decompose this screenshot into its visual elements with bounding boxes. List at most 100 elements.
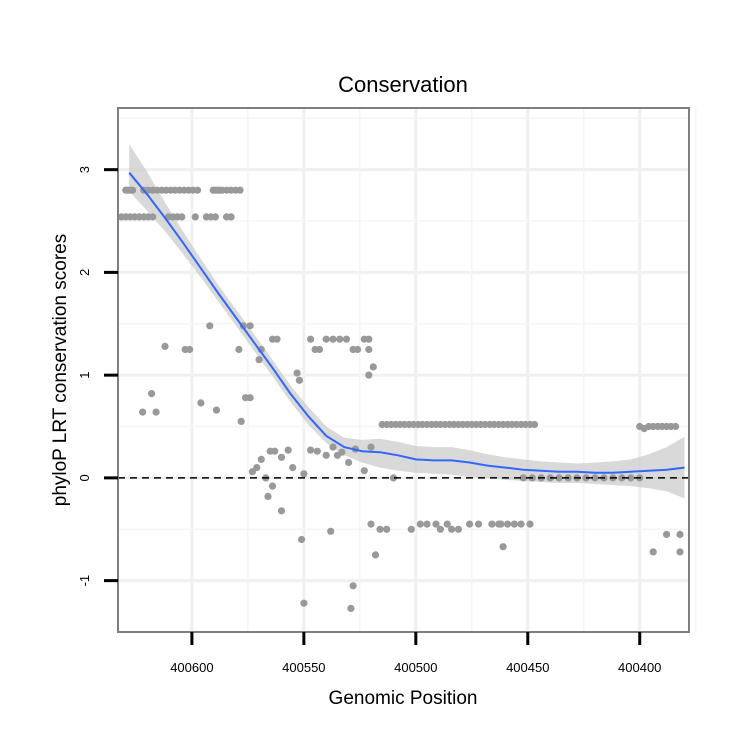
data-point-57 bbox=[212, 406, 221, 414]
data-point-97 bbox=[345, 458, 353, 467]
data-point-56 bbox=[197, 399, 205, 407]
data-point-65 bbox=[307, 335, 315, 343]
data-point-109 bbox=[376, 525, 384, 533]
data-point-25 bbox=[236, 186, 244, 194]
confidence-ribbon bbox=[129, 144, 685, 499]
data-point-87 bbox=[277, 453, 286, 461]
data-point-52 bbox=[255, 356, 263, 364]
data-point-85 bbox=[264, 492, 272, 500]
axes-layer: 400600 400550 400500 400450 400400 -1 0 1 2 3 bbox=[77, 166, 661, 675]
data-point-164 bbox=[389, 474, 397, 482]
y-axis-label: phyloP LRT conservation scores bbox=[50, 234, 71, 507]
data-point-107 bbox=[367, 520, 375, 528]
data-point-55 bbox=[152, 408, 160, 416]
data-point-114 bbox=[432, 520, 440, 528]
data-point-47 bbox=[161, 342, 169, 350]
data-point-60 bbox=[246, 394, 254, 402]
data-point-126 bbox=[510, 520, 518, 528]
data-point-118 bbox=[454, 525, 462, 533]
y-tick-label-1: 0 bbox=[77, 474, 92, 481]
x-tick-label-3: 400450 bbox=[506, 660, 549, 675]
x-tick-label-4: 400400 bbox=[618, 660, 661, 675]
data-point-69 bbox=[329, 335, 337, 343]
data-point-63 bbox=[293, 369, 301, 377]
data-point-191 bbox=[676, 548, 684, 556]
data-point-73 bbox=[354, 345, 362, 354]
data-point-54 bbox=[139, 408, 147, 416]
data-point-38 bbox=[191, 213, 199, 221]
data-point-110 bbox=[383, 525, 391, 533]
x-tick-label-1: 400550 bbox=[282, 660, 325, 675]
data-point-77 bbox=[369, 363, 377, 371]
data-point-112 bbox=[416, 520, 424, 528]
data-point-49 bbox=[186, 345, 194, 354]
data-point-125 bbox=[504, 520, 512, 528]
data-point-81 bbox=[257, 455, 265, 463]
data-point-96 bbox=[338, 448, 346, 456]
data-point-91 bbox=[307, 446, 315, 454]
data-point-113 bbox=[423, 520, 431, 528]
data-point-128 bbox=[526, 520, 534, 528]
data-point-90 bbox=[300, 470, 308, 478]
data-point-105 bbox=[347, 604, 355, 613]
data-point-187 bbox=[672, 422, 680, 431]
data-point-80 bbox=[253, 464, 261, 472]
data-point-121 bbox=[488, 520, 496, 528]
data-point-43 bbox=[227, 213, 235, 221]
plot-border bbox=[117, 107, 690, 633]
data-point-3 bbox=[129, 186, 137, 194]
data-point-124 bbox=[499, 543, 507, 551]
data-point-119 bbox=[466, 520, 474, 528]
data-point-177 bbox=[627, 474, 635, 482]
data-point-165 bbox=[519, 474, 527, 482]
data-point-127 bbox=[517, 520, 525, 528]
data-point-50 bbox=[235, 345, 243, 354]
data-point-93 bbox=[322, 451, 330, 459]
x-axis-label: Genomic Position bbox=[329, 688, 478, 709]
data-point-115 bbox=[436, 525, 444, 533]
data-point-99 bbox=[360, 467, 368, 475]
smooth-fit-line bbox=[128, 172, 685, 474]
x-tick-label-2: 400500 bbox=[394, 660, 437, 675]
data-point-102 bbox=[298, 535, 306, 544]
data-point-78 bbox=[365, 371, 373, 379]
y-tick-label-3: 2 bbox=[77, 269, 92, 276]
data-point-176 bbox=[618, 474, 626, 482]
x-tick-label-0: 400600 bbox=[170, 660, 213, 675]
data-point-108 bbox=[371, 551, 380, 559]
data-point-44 bbox=[206, 322, 214, 330]
data-point-84 bbox=[271, 447, 279, 455]
data-point-46 bbox=[246, 322, 254, 330]
data-point-94 bbox=[329, 443, 337, 451]
data-point-190 bbox=[649, 548, 657, 556]
chart-title: Conservation bbox=[338, 72, 468, 97]
y-tick-label-4: 3 bbox=[77, 166, 92, 173]
data-point-33 bbox=[149, 213, 157, 221]
confidence-ribbon-layer bbox=[129, 144, 685, 499]
data-point-169 bbox=[555, 474, 563, 482]
data-point-111 bbox=[407, 525, 415, 533]
data-point-68 bbox=[322, 335, 330, 343]
data-point-173 bbox=[591, 474, 599, 482]
data-point-188 bbox=[663, 530, 671, 539]
data-point-58 bbox=[237, 417, 245, 425]
data-point-92 bbox=[313, 447, 321, 455]
y-tick-label-2: 1 bbox=[77, 372, 92, 379]
data-point-53 bbox=[148, 390, 156, 398]
data-point-67 bbox=[315, 345, 324, 354]
data-point-106 bbox=[349, 582, 357, 590]
data-point-62 bbox=[273, 335, 281, 343]
data-point-117 bbox=[448, 525, 456, 533]
data-point-163 bbox=[530, 420, 539, 429]
smooth-line-layer bbox=[128, 172, 685, 474]
data-point-104 bbox=[327, 527, 335, 535]
grid-layer bbox=[118, 108, 697, 632]
data-point-189 bbox=[676, 530, 684, 539]
data-point-120 bbox=[474, 520, 483, 528]
data-point-75 bbox=[365, 335, 373, 343]
data-point-88 bbox=[284, 446, 292, 454]
data-point-41 bbox=[211, 213, 219, 221]
data-point-101 bbox=[277, 507, 286, 515]
data-point-103 bbox=[300, 599, 308, 607]
